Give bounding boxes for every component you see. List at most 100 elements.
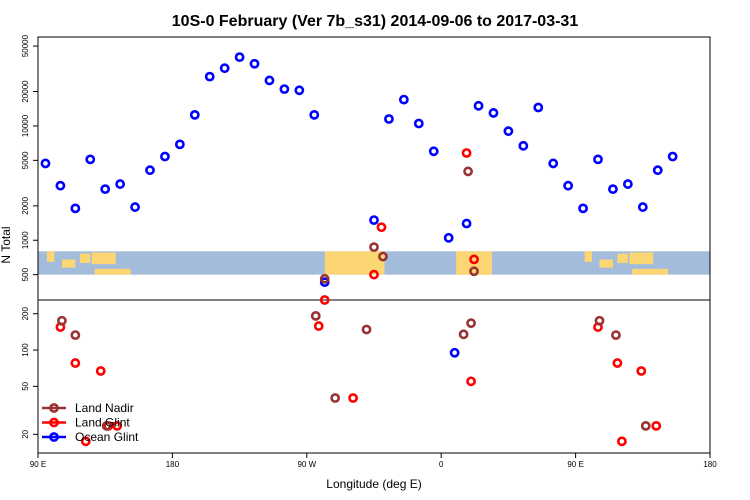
y-tick-label: 200 [21, 307, 30, 321]
y-tick-label: 2000 [21, 196, 30, 214]
x-axis-label: Longitude (deg E) [326, 477, 421, 491]
x-tick-label: 90 E [30, 460, 46, 469]
land-glint-point [461, 148, 472, 158]
land-nadir-point [611, 330, 621, 341]
ocean-glint-point [637, 202, 648, 212]
land-nadir-point [70, 330, 81, 341]
legend-marker-land-glint [49, 417, 59, 428]
land-java-0 [61, 259, 76, 268]
ocean-glint-point [264, 75, 275, 86]
land-nadir-point [469, 266, 479, 277]
ocean-glint-point [548, 158, 559, 169]
ocean-glint-point [461, 218, 472, 229]
land-glint-point [612, 358, 623, 368]
ocean-glint-point [70, 203, 81, 214]
ocean-glint-point [100, 184, 111, 195]
land-glint-point [466, 376, 476, 387]
land-nadir-point [466, 318, 476, 329]
data-points [40, 52, 678, 447]
y-tick-label: 1000 [21, 231, 30, 249]
land-sumatra-1 [584, 251, 593, 262]
legend-label-land-nadir: Land Nadir [75, 401, 134, 415]
ocean-glint-point [309, 109, 320, 120]
land-south-america [324, 251, 385, 275]
land-glint-point [469, 254, 479, 265]
ocean-glint-point [130, 202, 140, 212]
x-tick-label: 180 [703, 460, 717, 469]
y-tick-label: 100 [21, 343, 30, 357]
ocean-glint-point [449, 347, 460, 358]
x-axis: 90 E 180 90 W 0 90 E 180 [30, 453, 717, 469]
ocean-glint-point [413, 118, 424, 129]
ocean-glint-point [488, 108, 499, 118]
ocean-glint-point [563, 180, 574, 191]
ocean-glint-point [622, 179, 633, 189]
ocean-glint-point [667, 151, 678, 162]
ocean-glint-point [55, 180, 66, 191]
ocean-glint-point [473, 100, 484, 111]
land-glint-point [636, 366, 647, 376]
x-tick-label: 90 W [297, 460, 316, 469]
ocean-glint-point [85, 154, 96, 165]
land-new-guinea-1 [629, 252, 654, 265]
ocean-glint-point [608, 184, 618, 195]
land-glint-point [80, 436, 91, 447]
ocean-glint-point [398, 94, 409, 105]
land-glint-point [348, 393, 358, 403]
ocean-glint-point [279, 84, 290, 95]
ocean-glint-point [369, 215, 379, 226]
ocean-glint-point [174, 139, 185, 150]
y-axis-label: N Total [0, 226, 13, 263]
ocean-glint-point [234, 52, 245, 63]
y-axis-upper: 500 1000 2000 5000 10000 20000 50000 [21, 34, 38, 281]
ocean-glint-point [384, 114, 394, 124]
land-glint-point [70, 358, 81, 368]
land-nadir-point [361, 324, 372, 335]
land-glint-point [112, 420, 123, 431]
ocean-glint-point [219, 63, 230, 74]
land-java-1 [599, 259, 613, 268]
y-tick-label: 5000 [21, 151, 30, 169]
lower-panel-frame [37, 299, 711, 454]
land-australia-0 [94, 268, 131, 275]
land-glint-point [651, 420, 662, 431]
ocean-glint-point [593, 154, 603, 165]
ocean-glint-point [160, 151, 170, 162]
legend-marker-land-nadir [49, 403, 59, 413]
ocean-glint-point [319, 277, 330, 288]
ocean-glint-point [145, 165, 155, 176]
legend-label-land-glint: Land Glint [75, 416, 130, 430]
land-sumatra-0 [46, 251, 55, 262]
land-sulawesi-0 [79, 253, 91, 263]
land-nadir-point [594, 315, 605, 326]
land-nadir-point [319, 273, 330, 284]
land-nadir-point [378, 251, 388, 262]
land-glint-point [376, 222, 387, 233]
y-tick-label: 20 [21, 429, 30, 438]
y-tick-label: 50000 [21, 34, 30, 57]
land-glint-point [319, 295, 330, 305]
chart-title: 10S-0 February (Ver 7b_s31) 2014-09-06 t… [172, 13, 579, 30]
land-nadir-point [101, 420, 112, 431]
ocean-glint-point [249, 58, 260, 69]
y-axis-lower: 20 50 100 200 [21, 307, 38, 439]
ocean-glint-point [518, 140, 529, 151]
x-tick-label: 90 E [567, 460, 583, 469]
ocean-glint-point [294, 85, 305, 96]
ocean-glint-point [443, 232, 454, 243]
ocean-glint-point [189, 109, 200, 120]
land-nadir-point [310, 310, 321, 321]
y-tick-label: 10000 [21, 114, 30, 137]
land-nadir-point [463, 166, 473, 177]
x-tick-label: 0 [439, 460, 444, 469]
ocean-glint-point [115, 179, 126, 189]
y-tick-label: 20000 [21, 80, 30, 103]
land-nadir-point [458, 329, 469, 340]
x-tick-label: 180 [166, 460, 180, 469]
land-glint-point [313, 321, 324, 331]
land-nadir-point [330, 393, 341, 403]
ocean-glint-point [428, 146, 439, 157]
land-glint-point [369, 269, 379, 280]
land-nadir-point [56, 315, 67, 326]
land-nadir-point [369, 242, 379, 253]
